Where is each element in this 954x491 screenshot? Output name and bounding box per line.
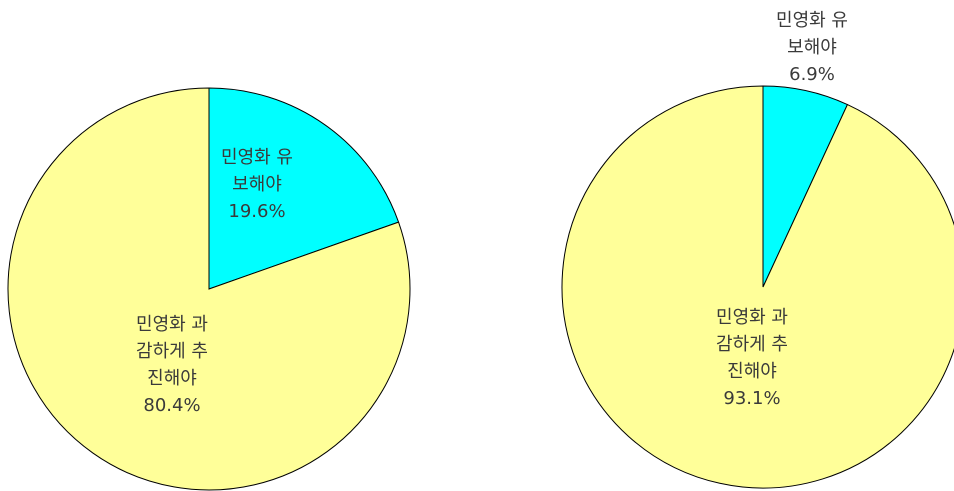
pie-2-slice-2-label-line-3: 진해야 [727, 361, 777, 382]
pie-2-slice-2 [561, 85, 954, 489]
pie-2-slice-1-label-line-3: 6.9% [789, 64, 835, 85]
pie-1-slice-2-label-line-1: 민영화 과 [136, 314, 208, 335]
pie-1-slice-2-label-line-3: 진해야 [147, 368, 197, 389]
pie-1-slice-2-label-line-2: 감하게 추 [136, 341, 208, 362]
pie-1-slice-1-label-line-2: 보해야 [232, 174, 282, 195]
pie-2-slice-2-label-line-4: 93.1% [723, 388, 780, 409]
pie-1-slice-1-label-line-3: 19.6% [228, 201, 285, 222]
pie-1-slice-2-label-line-4: 80.4% [143, 395, 200, 416]
pie-2-slice-1-label-line-1: 민영화 유 [776, 10, 848, 31]
pie-2-slice-1-label-line-2: 보해야 [787, 37, 837, 58]
pie-1-slice-2 [7, 87, 411, 491]
pie-2-slice-2-label-line-1: 민영화 과 [716, 307, 788, 328]
pie-1-slice-1-label-line-1: 민영화 유 [221, 147, 293, 168]
pie-2-slice-2-label-line-2: 감하게 추 [716, 334, 788, 355]
